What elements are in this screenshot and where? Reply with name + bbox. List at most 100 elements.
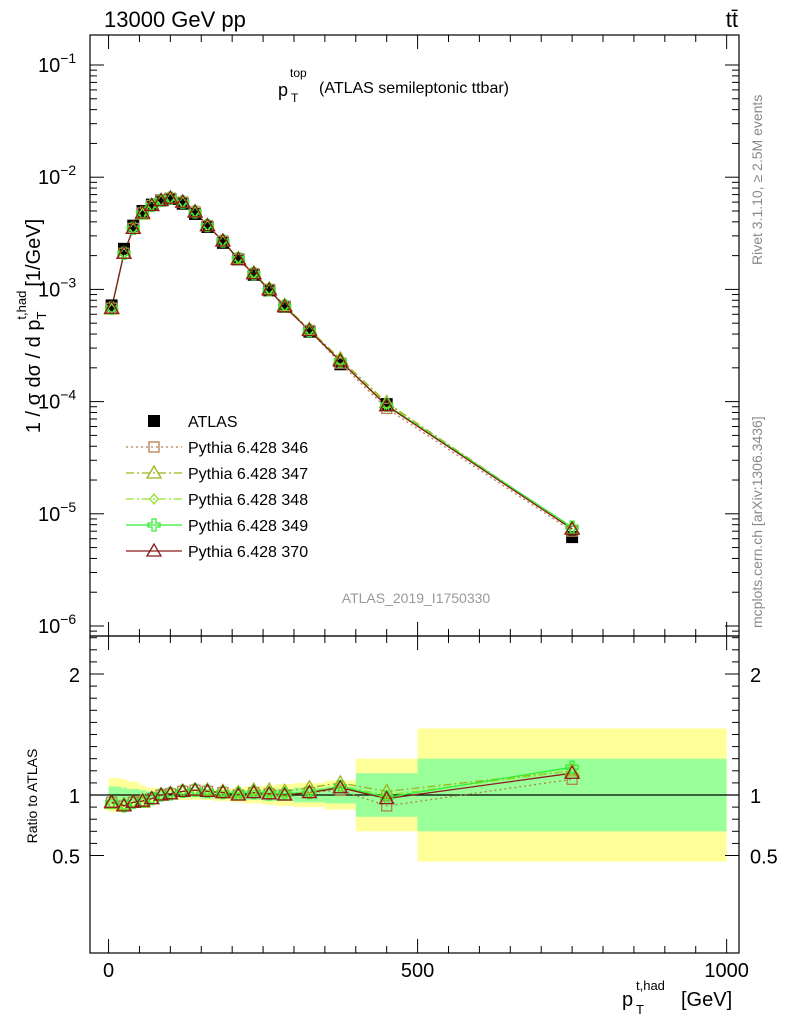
data-point-pythia-6-428-349 <box>126 221 140 236</box>
data-point-pythia-6-428-370 <box>152 192 170 207</box>
ratio-point-pythia-6-428-349 <box>104 795 119 809</box>
ratio-point-pythia-6-428-347 <box>276 783 293 798</box>
ratio-point-pythia-6-428-347 <box>301 779 318 794</box>
legend-label: ATLAS <box>188 414 238 431</box>
ratio-point-pythia-6-428-347 <box>261 781 278 796</box>
y-tick-label: 10−5 <box>38 499 76 526</box>
legend: ATLAS Pythia 6.428 346 Pythia 6.428 347 Pyt… <box>126 414 308 561</box>
ratio-point-pythia-6-428-349 <box>163 787 178 801</box>
legend-label: Pythia 6.428 348 <box>188 492 308 509</box>
main-panel: 10−1 10−2 10−3 10−4 10−5 10−6 p T top (ATLAS … <box>14 34 740 638</box>
legend-marker <box>147 518 161 532</box>
ratio-point-pythia-6-428-349 <box>135 794 150 808</box>
legend-item-pythia-6-428-347: Pythia 6.428 347 <box>126 464 308 483</box>
legend-label: Pythia 6.428 346 <box>188 440 308 457</box>
ratio-point-pythia-6-428-370 <box>103 793 120 808</box>
ratio-xlabel-p: p <box>622 989 633 1011</box>
data-point-pythia-6-428-370 <box>276 298 293 313</box>
ratio-panel: 0.5 0.5 1 1 2 2 0 500 1000 Ratio to ATLAS p T t… <box>24 635 778 1019</box>
data-point-pythia-6-428-370 <box>301 322 318 337</box>
ratio-point-pythia-6-428-349 <box>145 791 159 806</box>
ratio-point-pythia-6-428-349 <box>247 785 261 800</box>
ratio-point-pythia-6-428-370 <box>174 783 191 798</box>
ratio-point-pythia-6-428-370 <box>563 764 581 779</box>
ratio-point-pythia-6-428-370 <box>214 784 232 799</box>
side-label-mcplots: mcplots.cern.ch [arXiv:1306.3436] <box>749 416 765 628</box>
legend-item-pythia-6-428-349: Pythia 6.428 349 <box>126 518 308 535</box>
ratio-point-pythia-6-428-349 <box>565 760 579 774</box>
data-point-pythia-6-428-349 <box>247 267 261 281</box>
data-point-pythia-6-428-349 <box>176 195 190 209</box>
ratio-point-pythia-6-428-370 <box>332 779 349 794</box>
ratio-point-pythia-6-428-370 <box>186 781 204 796</box>
y-tick-label: 10−1 <box>38 50 76 77</box>
plot-title-rest: (ATLAS semileptonic ttbar) <box>319 80 509 97</box>
y-tick-label: 10−2 <box>38 162 76 189</box>
data-point-pythia-6-428-370 <box>245 265 262 280</box>
data-point-pythia-6-428-370 <box>230 251 247 266</box>
data-point-pythia-6-428-349 <box>163 191 178 205</box>
plot-title-sup: top <box>290 66 307 80</box>
ratio-yticks: 0.5 0.5 1 1 2 2 <box>52 637 778 869</box>
data-point-pythia-6-428-370 <box>103 299 120 314</box>
legend-item-pythia-6-428-370: Pythia 6.428 370 <box>126 542 308 561</box>
data-point-pythia-6-428-349 <box>145 198 159 213</box>
ratio-y-tick-label: 0.5 <box>52 847 80 869</box>
ratio-point-pythia-6-428-370 <box>301 784 318 799</box>
main-ylabel-sup: t,had <box>14 291 29 320</box>
x-tick-label: 500 <box>401 960 434 982</box>
ratio-point-pythia-6-428-346 <box>566 773 578 785</box>
ratio-bands <box>90 728 739 862</box>
ratio-y-tick-label: 1 <box>69 786 80 808</box>
data-point-pythia-6-428-370 <box>186 203 204 218</box>
ratio-y-tick-label-right: 0.5 <box>750 847 778 869</box>
analysis-watermark: ATLAS_2019_I1750330 <box>342 590 491 606</box>
ratio-xlabel-post: [GeV] <box>681 989 732 1011</box>
data-point-pythia-6-428-347 <box>332 350 349 365</box>
svg-text:p T t,had: p T t,had [GeV] <box>622 973 732 1019</box>
y-tick-label: 10−3 <box>38 274 76 301</box>
data-point-pythia-6-428-349 <box>333 354 347 368</box>
data-point-pythia-6-428-370 <box>162 189 179 204</box>
ratio-series-layer <box>103 760 581 813</box>
legend-marker <box>149 492 159 506</box>
ratio-point-pythia-6-428-349 <box>216 785 230 800</box>
ratio-point-pythia-6-428-349 <box>302 785 317 800</box>
legend-marker <box>148 415 160 427</box>
svg-text:1 / σ dσ / d pTt,had[1/GeV]: 1 / σ dσ / d pTt,had [1/GeV] <box>14 219 49 433</box>
data-point-pythia-6-428-349 <box>200 218 215 233</box>
legend-item-pythia-6-428-346: Pythia 6.428 346 <box>126 440 308 457</box>
legend-marker <box>145 542 163 557</box>
legend-label: Pythia 6.428 370 <box>188 544 308 561</box>
x-tick-label: 1000 <box>704 960 749 982</box>
y-tick-label: 10−4 <box>38 387 76 414</box>
ratio-point-pythia-6-428-349 <box>200 784 215 799</box>
data-point-pythia-6-428-349 <box>188 205 202 219</box>
ratio-point-pythia-6-428-349 <box>262 787 276 801</box>
data-point-atlas <box>127 219 140 232</box>
main-yticks: 10−1 10−2 10−3 10−4 10−5 10−6 <box>38 50 739 638</box>
ratio-point-pythia-6-428-349 <box>126 795 140 809</box>
header-energy: 13000 GeV pp <box>104 7 246 32</box>
side-label-rivet: Rivet 3.1.10, ≥ 2.5M events <box>749 95 765 265</box>
ratio-point-pythia-6-428-370 <box>245 784 262 799</box>
ratio-point-pythia-6-428-370 <box>276 786 293 801</box>
ratio-xlabel-sub: T <box>636 1002 644 1017</box>
main-ylabel: 1 / σ dσ / d pTt,had [1/GeV] <box>14 219 49 433</box>
legend-marker <box>145 464 163 479</box>
ratio-point-pythia-6-428-370 <box>378 790 395 805</box>
data-point-pythia-6-428-370 <box>261 281 278 296</box>
ratio-line-pythia-6-428-348 <box>111 770 573 806</box>
data-point-pythia-6-428-349 <box>117 246 131 260</box>
ratio-point-pythia-6-428-348 <box>381 788 392 802</box>
legend-item-pythia-6-428-348: Pythia 6.428 348 <box>126 492 308 509</box>
data-point-pythia-6-428-349 <box>302 323 317 338</box>
ratio-point-pythia-6-428-370 <box>152 786 170 801</box>
svg-text:p T top: p T top (ATLAS semileptonic ttbar) <box>278 61 509 106</box>
data-point-pythia-6-428-370 <box>332 352 349 367</box>
ratio-xlabel-sup: t,had <box>636 978 665 993</box>
legend-marker <box>148 441 160 453</box>
ratio-point-pythia-6-428-349 <box>188 783 202 797</box>
x-tick-label: 0 <box>103 960 114 982</box>
